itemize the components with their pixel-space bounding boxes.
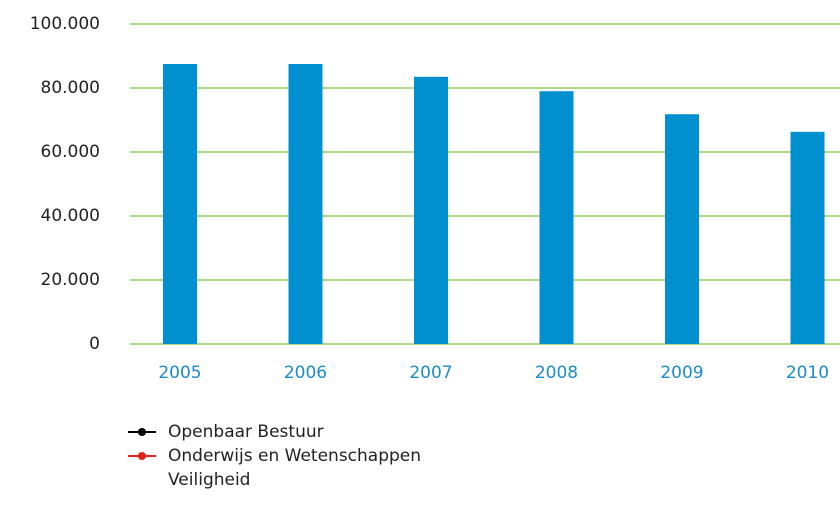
legend-label: Openbaar Bestuur: [168, 422, 324, 442]
y-tick-label: 100.000: [30, 14, 100, 34]
x-tick-label: 2009: [660, 363, 703, 383]
x-tick-label: 2010: [786, 363, 829, 383]
y-tick-label: 80.000: [41, 78, 100, 98]
legend-label: Onderwijs en Wetenschappen: [168, 446, 421, 466]
bar: [539, 91, 574, 344]
x-tick-label: 2008: [535, 363, 578, 383]
y-tick-label: 0: [89, 334, 100, 354]
y-tick-label: 20.000: [41, 270, 100, 290]
legend-label: Veiligheid: [168, 470, 250, 490]
x-tick-label: 2005: [158, 363, 201, 383]
legend-dot: [138, 452, 146, 460]
bar: [414, 76, 448, 345]
bar: [163, 64, 197, 344]
y-tick-label: 40.000: [41, 206, 100, 226]
legend-dot: [138, 428, 146, 436]
bar: [790, 131, 825, 344]
x-tick-label: 2007: [409, 363, 452, 383]
y-tick-label: 60.000: [41, 142, 100, 162]
bar: [288, 64, 323, 344]
bar: [665, 114, 699, 345]
x-tick-label: 2006: [284, 363, 327, 383]
